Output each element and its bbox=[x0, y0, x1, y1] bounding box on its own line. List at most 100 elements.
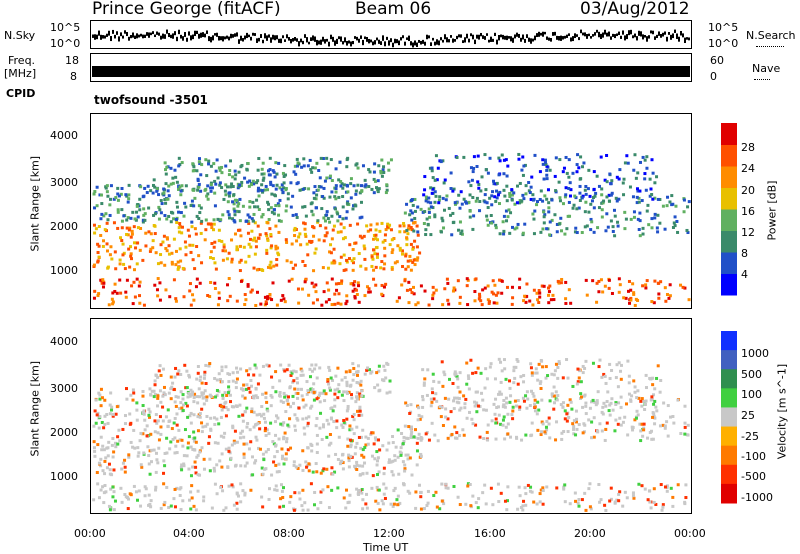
power-cell bbox=[345, 165, 349, 169]
power-cell bbox=[613, 234, 617, 238]
velocity-cell bbox=[324, 392, 328, 396]
velocity-cell bbox=[203, 370, 207, 374]
power-cell bbox=[600, 193, 604, 197]
power-cell bbox=[239, 184, 243, 188]
power-cell bbox=[635, 201, 639, 205]
velocity-cell bbox=[596, 390, 600, 394]
power-cell bbox=[379, 169, 383, 173]
noise-trace-mark bbox=[480, 32, 482, 37]
velocity-cell bbox=[474, 501, 478, 505]
velocity-cell bbox=[531, 392, 535, 396]
power-cell bbox=[309, 202, 313, 206]
power-cell bbox=[686, 231, 690, 235]
velocity-cell bbox=[371, 431, 375, 435]
velocity-cell bbox=[301, 508, 305, 512]
velocity-cell bbox=[370, 486, 374, 490]
power-cell bbox=[532, 232, 536, 236]
power-cell bbox=[517, 152, 521, 156]
power-cell bbox=[358, 191, 362, 195]
power-cell bbox=[301, 187, 305, 191]
power-cell bbox=[430, 191, 434, 195]
power-cell bbox=[502, 214, 506, 218]
power-cell bbox=[413, 220, 417, 224]
power-cell bbox=[322, 186, 326, 190]
power-cell bbox=[452, 187, 456, 191]
velocity-cell bbox=[375, 459, 379, 463]
velocity-cell bbox=[158, 364, 162, 368]
noise-trace-mark bbox=[570, 37, 572, 42]
power-cell bbox=[121, 242, 125, 246]
velocity-cell bbox=[202, 391, 206, 395]
beam-title: Beam 06 bbox=[355, 0, 432, 19]
power-cell bbox=[141, 220, 145, 224]
velocity-cell bbox=[396, 503, 400, 507]
velocity-cell bbox=[609, 497, 613, 501]
velocity-cell bbox=[235, 366, 239, 370]
power-cell bbox=[380, 221, 384, 225]
velocity-cell bbox=[473, 404, 477, 408]
power-cell bbox=[325, 213, 329, 217]
power-cell bbox=[411, 203, 415, 207]
power-cell bbox=[354, 192, 358, 196]
velocity-cell bbox=[391, 473, 395, 477]
power-cell bbox=[512, 191, 516, 195]
power-cell bbox=[409, 288, 413, 292]
velocity-cell bbox=[308, 375, 312, 379]
velocity-cell bbox=[499, 380, 503, 384]
velocity-cell bbox=[342, 399, 346, 403]
velocity-cell bbox=[530, 490, 534, 494]
power-cell bbox=[370, 187, 374, 191]
velocity-cell bbox=[260, 466, 264, 470]
velocity-cell bbox=[292, 379, 296, 383]
power-cell bbox=[209, 250, 213, 254]
power-cell bbox=[281, 171, 285, 175]
velocity-cell bbox=[458, 390, 462, 394]
velocity-cell bbox=[506, 432, 510, 436]
power-cell bbox=[238, 269, 242, 273]
power-cell bbox=[336, 219, 340, 223]
velocity-cell bbox=[655, 409, 659, 413]
velocity-cell bbox=[180, 438, 184, 442]
power-cell bbox=[212, 218, 216, 222]
power-cell bbox=[428, 215, 432, 219]
power-cell bbox=[129, 252, 133, 256]
velocity-cell bbox=[494, 417, 498, 421]
velocity-cell bbox=[245, 461, 249, 465]
power-cell bbox=[569, 188, 573, 192]
power-cell bbox=[645, 209, 649, 213]
power-cell bbox=[607, 199, 611, 203]
power-cell bbox=[503, 194, 507, 198]
velocity-cell bbox=[405, 403, 409, 407]
velocity-cell bbox=[195, 377, 199, 381]
velocity-cell bbox=[506, 485, 510, 489]
power-cell bbox=[637, 196, 641, 200]
velocity-cell bbox=[182, 464, 186, 468]
velocity-cell bbox=[330, 488, 334, 492]
power-cell bbox=[312, 285, 316, 289]
velocity-cell bbox=[358, 489, 362, 493]
velocity-cell bbox=[640, 397, 644, 401]
velocity-cell bbox=[344, 488, 348, 492]
velocity-cell bbox=[301, 398, 305, 402]
velocity-cell bbox=[321, 488, 325, 492]
velocity-cell bbox=[123, 465, 127, 469]
power-cell bbox=[119, 236, 123, 240]
noise-trace-mark bbox=[174, 31, 176, 36]
noise-trace-mark bbox=[116, 31, 118, 35]
velocity-cell bbox=[114, 412, 118, 416]
power-cell bbox=[241, 204, 245, 208]
velocity-cell bbox=[541, 488, 545, 492]
velocity-cell bbox=[296, 466, 300, 470]
velocity-cell bbox=[504, 377, 508, 381]
velocity-cell bbox=[304, 416, 308, 420]
velocity-cell bbox=[281, 454, 285, 458]
velocity-cell bbox=[314, 424, 318, 428]
power-cell bbox=[101, 244, 105, 248]
power-cell bbox=[159, 211, 163, 215]
xtick-6: 00:00 bbox=[674, 527, 706, 540]
velocity-cell bbox=[327, 382, 331, 386]
power-cell bbox=[372, 233, 376, 237]
power-cell bbox=[486, 223, 490, 227]
velocity-cell bbox=[96, 443, 100, 447]
velocity-cell bbox=[98, 397, 102, 401]
